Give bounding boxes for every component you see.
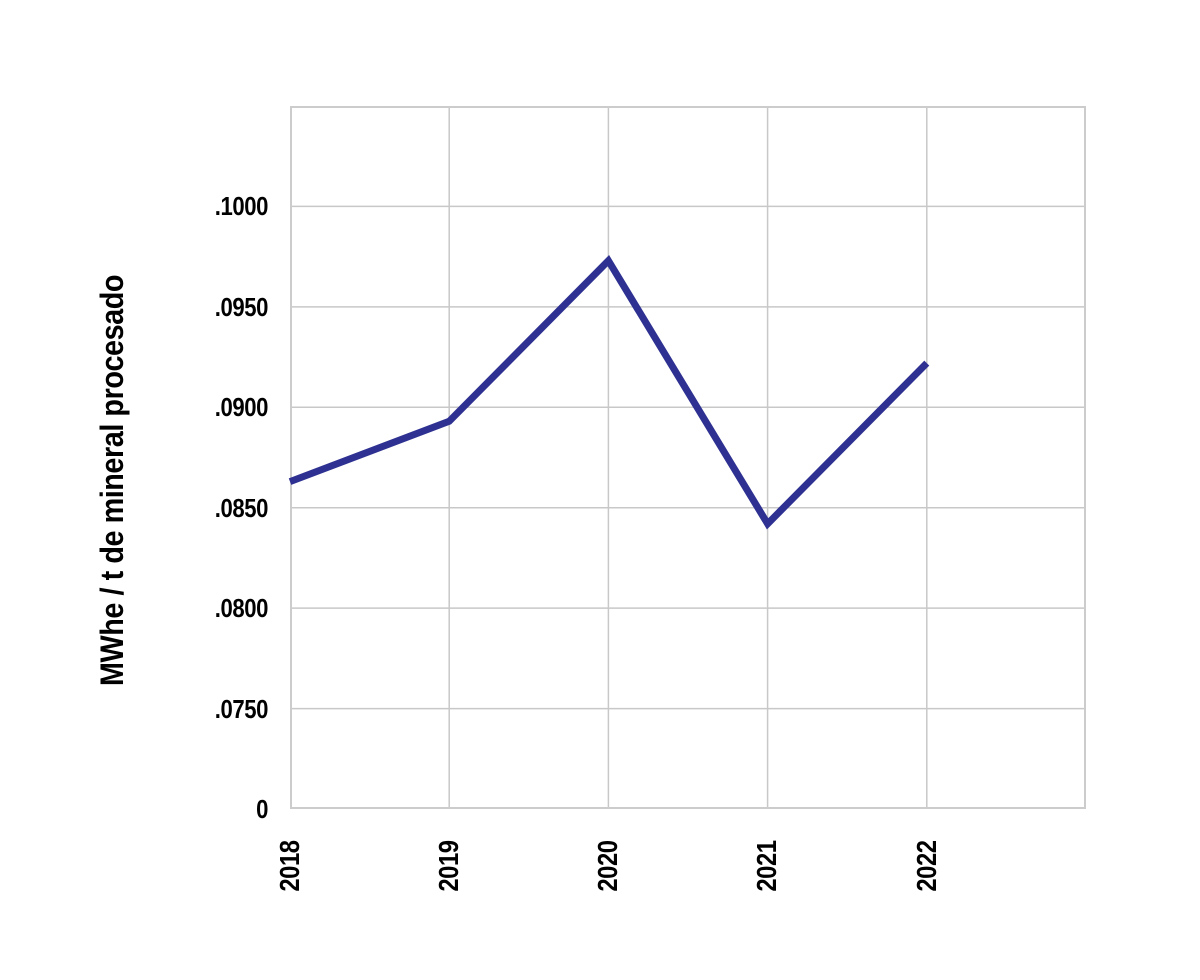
y-tick-label: .0900: [214, 392, 269, 423]
x-tick-label-text: 2022: [910, 840, 942, 892]
data-line: [288, 255, 930, 530]
y-tick-label: 0: [256, 794, 268, 824]
y-tick-label: .0950: [214, 291, 269, 322]
y-tick-label: .0800: [214, 593, 269, 624]
x-tick-label-text: 2020: [592, 840, 624, 892]
y-tick-label: .1000: [214, 191, 269, 222]
y-tick-label: .0750: [214, 693, 269, 724]
y-axis-title-text: MWhe / t de mineral procesado: [93, 274, 130, 686]
plot-frame: [290, 106, 1086, 809]
x-tick-label-text: 2021: [751, 840, 783, 892]
x-tick-label-text: 2019: [433, 840, 465, 892]
x-tick-label-text: 2018: [274, 840, 306, 892]
y-tick-label: .0850: [214, 492, 269, 523]
plot-area: [288, 106, 1086, 809]
